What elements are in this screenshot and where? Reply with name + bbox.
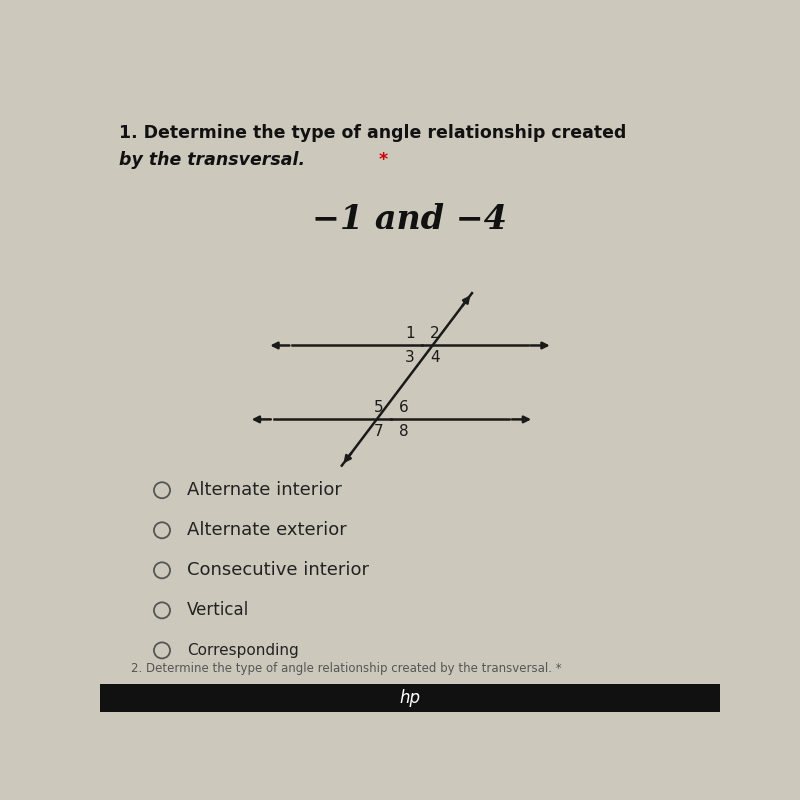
Text: *: *	[373, 151, 388, 170]
Text: Corresponding: Corresponding	[187, 643, 298, 658]
Text: 2. Determine the type of angle relationship created by the transversal. *: 2. Determine the type of angle relations…	[131, 662, 562, 675]
Text: 5: 5	[374, 400, 384, 414]
Text: Consecutive interior: Consecutive interior	[187, 562, 369, 579]
Text: 8: 8	[399, 424, 409, 439]
Text: −1 and −4: −1 and −4	[313, 202, 507, 236]
Text: 1. Determine the type of angle relationship created: 1. Determine the type of angle relations…	[118, 124, 632, 142]
Bar	[100, 684, 720, 712]
Text: 3: 3	[405, 350, 414, 365]
Text: 7: 7	[374, 424, 384, 439]
Text: Vertical: Vertical	[187, 602, 249, 619]
Text: hp: hp	[399, 689, 421, 707]
Text: 6: 6	[399, 400, 409, 414]
Text: Alternate exterior: Alternate exterior	[187, 522, 346, 539]
Text: by the transversal.: by the transversal.	[118, 151, 305, 170]
Text: 2: 2	[430, 326, 440, 341]
Text: 4: 4	[430, 350, 440, 365]
Text: 1: 1	[405, 326, 414, 341]
Text: Alternate interior: Alternate interior	[187, 482, 342, 499]
